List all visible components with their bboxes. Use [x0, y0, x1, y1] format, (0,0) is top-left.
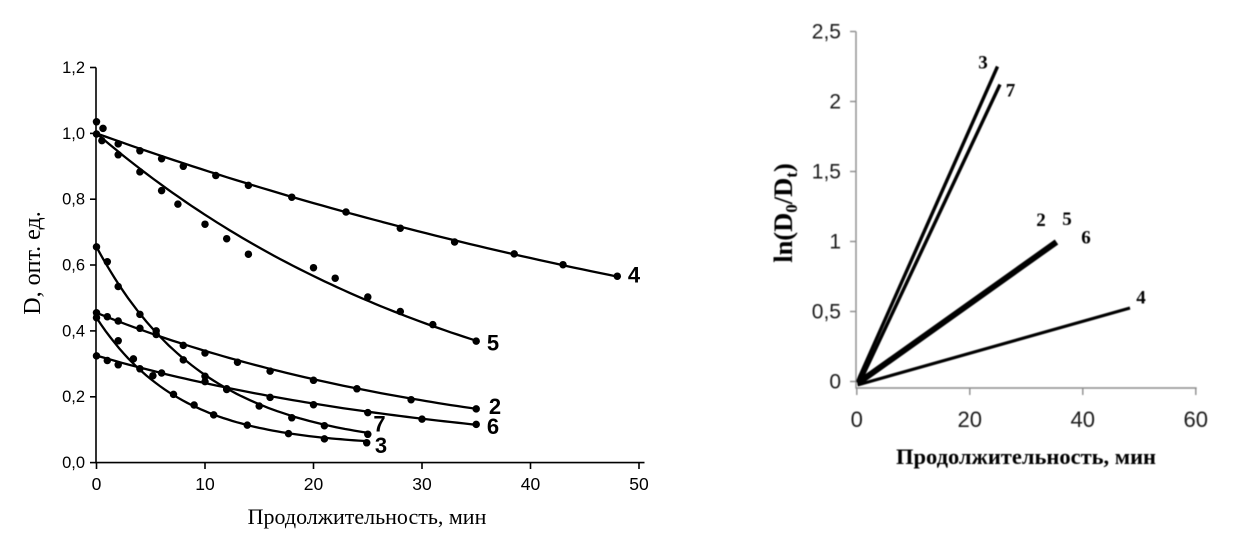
svg-text:Продолжительность, мин: Продолжительность, мин — [248, 504, 487, 529]
svg-text:50: 50 — [629, 474, 649, 494]
svg-text:40: 40 — [1071, 407, 1095, 432]
svg-text:1,0: 1,0 — [62, 125, 85, 143]
svg-text:1,5: 1,5 — [812, 161, 841, 184]
svg-text:2,5: 2,5 — [812, 21, 841, 44]
svg-text:0,6: 0,6 — [62, 257, 85, 275]
svg-text:40: 40 — [521, 474, 541, 494]
svg-text:60: 60 — [1184, 407, 1208, 432]
svg-text:3: 3 — [978, 53, 988, 74]
svg-text:Продолжительность, мин: Продолжительность, мин — [896, 444, 1156, 469]
svg-text:0: 0 — [92, 474, 102, 494]
svg-text:20: 20 — [958, 407, 982, 432]
svg-text:0,8: 0,8 — [62, 191, 85, 209]
svg-text:1,2: 1,2 — [62, 59, 85, 77]
svg-text:2: 2 — [1036, 210, 1046, 231]
svg-text:1: 1 — [829, 231, 841, 254]
svg-text:30: 30 — [412, 474, 432, 494]
svg-text:5: 5 — [487, 331, 499, 356]
svg-text:ln(D0/Dt): ln(D0/Dt) — [768, 163, 801, 263]
svg-text:0,2: 0,2 — [62, 388, 85, 406]
svg-text:0: 0 — [829, 371, 841, 394]
svg-text:10: 10 — [195, 474, 215, 494]
svg-text:4: 4 — [1136, 288, 1146, 309]
svg-text:6: 6 — [487, 414, 499, 439]
svg-text:3: 3 — [375, 433, 387, 458]
svg-text:0,0: 0,0 — [62, 454, 85, 472]
svg-text:D, опт. ед.: D, опт. ед. — [20, 211, 46, 314]
svg-text:0: 0 — [851, 407, 863, 432]
svg-text:7: 7 — [1006, 81, 1016, 102]
svg-text:4: 4 — [628, 263, 641, 288]
svg-text:0,4: 0,4 — [62, 322, 85, 340]
svg-text:2: 2 — [829, 91, 841, 114]
svg-text:6: 6 — [1081, 228, 1091, 249]
svg-text:5: 5 — [1062, 209, 1072, 230]
svg-text:0,5: 0,5 — [812, 301, 841, 324]
svg-text:20: 20 — [304, 474, 324, 494]
